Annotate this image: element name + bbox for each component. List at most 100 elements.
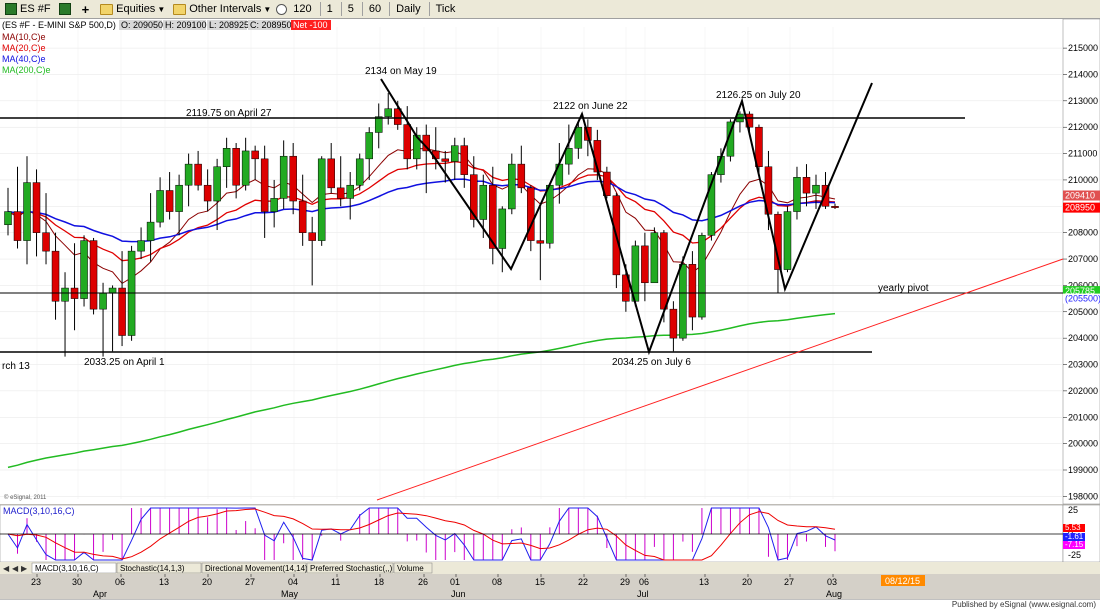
interval-1[interactable]: 1 <box>326 3 333 15</box>
candle-body <box>565 148 573 165</box>
y-tick-label: 215000 <box>1068 43 1098 53</box>
candle-body <box>308 232 316 241</box>
candle-body <box>13 211 22 241</box>
annotation-yearly-pivot: yearly pivot <box>878 283 929 294</box>
price-tag-label: 205785 <box>1065 286 1095 296</box>
study-tab[interactable] <box>116 562 202 574</box>
candle-body <box>441 158 450 162</box>
x-tick-label: 03 <box>827 577 837 587</box>
macd-tag-label: -1.61 <box>1065 532 1084 541</box>
month-label: Jun <box>451 589 466 599</box>
add-study-button[interactable]: + <box>79 1 96 18</box>
legend-ma10: MA(10,C)e <box>2 32 46 42</box>
interval-5[interactable]: 5 <box>347 3 354 15</box>
candle-body <box>365 132 373 160</box>
macd-tag-label: 5.53 <box>1065 523 1081 532</box>
study-tab-label: Stochastic(14,1,3) <box>120 564 185 573</box>
x-tick-label: 11 <box>331 577 340 587</box>
rising-trendline <box>376 258 1064 501</box>
interval-tick[interactable]: Tick <box>435 3 456 15</box>
price-axis[interactable] <box>1062 19 1100 505</box>
macd-label: MACD(3,10,16,C) <box>3 506 75 516</box>
macd-tick-label: 25 <box>1068 505 1078 515</box>
candle-body <box>374 116 383 133</box>
candle-body <box>51 250 60 302</box>
candle-body <box>194 163 202 186</box>
chart-window: 2134 on May 19 2119.75 on April 27 2122 … <box>0 19 1100 599</box>
caret-down-icon: ▼ <box>263 4 272 14</box>
plus-icon: + <box>81 1 90 17</box>
study-tab-label: Preferred Stochastic(,,) <box>310 564 393 573</box>
candle-body <box>80 240 88 299</box>
x-tick-label: 01 <box>450 577 460 587</box>
x-tick-label: 18 <box>374 577 384 587</box>
study-tab[interactable] <box>393 562 433 574</box>
annotations: 2134 on May 19 2119.75 on April 27 2122 … <box>2 66 929 372</box>
x-tick-label: 29 <box>620 577 630 587</box>
x-tick-label: 06 <box>115 577 125 587</box>
scroll-left-icon[interactable]: ◀ <box>3 564 10 573</box>
month-label: Jul <box>637 589 649 599</box>
candle-body <box>23 182 31 241</box>
y-tick-label: 198000 <box>1068 491 1098 501</box>
macd-tag-box <box>1063 533 1085 541</box>
ma20-line <box>7 160 836 262</box>
interval-60[interactable]: 60 <box>368 3 382 15</box>
date-tag-box <box>881 575 925 586</box>
annotation-july6: 2034.25 on July 6 <box>612 357 691 368</box>
candle-body <box>203 184 212 202</box>
study-tab[interactable] <box>31 562 117 574</box>
annotation-may19: 2134 on May 19 <box>365 66 437 77</box>
scroll-next-icon[interactable]: ▶ <box>21 564 28 573</box>
interval-120[interactable]: 120 <box>293 3 312 15</box>
candle-body <box>641 245 649 284</box>
title-strip: (ES #F - E-MINI S&P 500,D) O: 209050 H: … <box>2 20 331 30</box>
y-axis-labels: 2150002140002130002120002110002100002090… <box>1063 43 1098 501</box>
legend-ma40: MA(40,C)e <box>2 54 46 64</box>
interval-daily[interactable]: Daily <box>396 3 421 15</box>
clock-icon <box>276 3 288 15</box>
zigzag-pattern <box>380 78 873 356</box>
symbol-selector[interactable]: ES #F <box>2 1 54 18</box>
equities-dropdown[interactable]: Equities ▼ <box>97 1 168 18</box>
study-tab[interactable] <box>201 562 307 574</box>
study-tab[interactable] <box>306 562 394 574</box>
x-tick-label: 22 <box>578 577 588 587</box>
candle-body <box>707 174 716 236</box>
scroll-first-icon[interactable]: ◀ <box>12 564 19 573</box>
separator <box>428 2 430 16</box>
macd-pane[interactable] <box>0 504 1064 563</box>
price-pane[interactable] <box>0 19 1063 504</box>
ohlc-box <box>119 20 162 30</box>
ma200-line <box>7 312 836 469</box>
caret-down-icon: ▼ <box>157 4 166 14</box>
other-intervals-dropdown[interactable]: Other Intervals ▼ <box>170 1 274 18</box>
study-tab-label: Directional Movement(14,14) <box>205 564 308 573</box>
candle-body <box>489 184 497 249</box>
macd-study <box>0 507 1063 561</box>
chart-type-button[interactable] <box>56 1 77 18</box>
month-label: Aug <box>826 589 842 599</box>
y-tick-label: 205000 <box>1068 307 1098 317</box>
annotation-june22: 2122 on June 22 <box>553 101 628 112</box>
x-tick-label: 08 <box>492 577 502 587</box>
candle-body <box>4 211 12 226</box>
moving-averages <box>7 147 836 469</box>
separator <box>361 2 363 16</box>
candle-body <box>289 155 297 202</box>
ma10-line <box>7 147 836 285</box>
candle-body <box>156 190 164 223</box>
chart-title: (ES #F - E-MINI S&P 500,D) <box>2 20 116 30</box>
candle-body <box>175 184 183 212</box>
legend: MA(10,C)e MA(20,C)e MA(40,C)e MA(200,C)e <box>2 32 51 75</box>
separator <box>340 2 342 16</box>
x-tick-label: 06 <box>639 577 649 587</box>
candle-body <box>298 200 307 233</box>
price-tags: 209410 208950 205785(205500) <box>1063 190 1100 304</box>
candle-body <box>213 166 221 202</box>
candle-body <box>384 108 392 117</box>
folder-icon <box>173 3 187 15</box>
x-tick-label: 15 <box>535 577 545 587</box>
candle-body <box>517 163 526 189</box>
x-tick-label: 23 <box>31 577 41 587</box>
